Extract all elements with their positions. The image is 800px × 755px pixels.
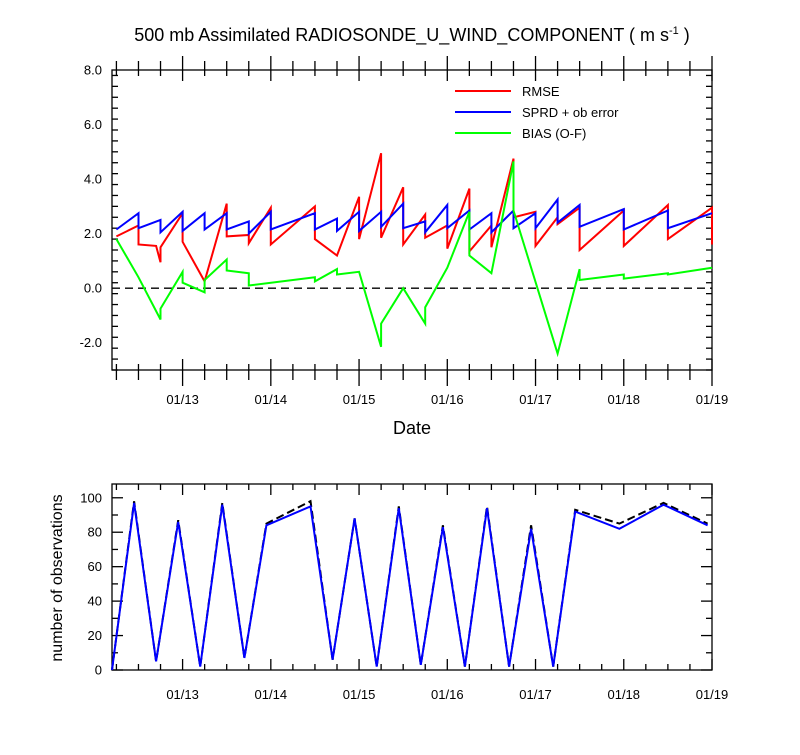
x-tick-label: 01/14 <box>255 392 288 407</box>
x-tick-label: 01/19 <box>696 687 729 702</box>
bottom-plot-area: 01/13 01/14 01/15 01/16 01/17 01/18 01/19 0 20 40… <box>80 483 729 702</box>
x-tick-label: 01/16 <box>431 687 464 702</box>
x-tick-label: 01/13 <box>166 687 199 702</box>
series-line-rmse <box>115 152 713 285</box>
y-tick-label: 100 <box>80 490 102 505</box>
top-plot-area: 01/13 01/14 01/15 01/16 01/17 01/18 01/19 -2.0 0… <box>80 56 729 407</box>
x-tick-label: 01/18 <box>607 392 640 407</box>
series-line-bias-o-f <box>115 161 713 358</box>
y-tick-label: 6.0 <box>84 117 102 132</box>
x-tick-label: 01/18 <box>607 687 640 702</box>
series-line-assimilated-observations <box>111 502 709 671</box>
x-tick-label: 01/13 <box>166 392 199 407</box>
y-tick-label: 0 <box>95 663 102 678</box>
plot-frame-1 <box>111 483 713 671</box>
legend-label-bias-o-f: BIAS (O-F) <box>522 126 586 141</box>
y-tick-label: 8.0 <box>84 63 102 78</box>
y-tick-label: 0.0 <box>84 281 102 296</box>
y-axis-title-observations: number of observations <box>49 494 66 661</box>
y-tick-label: -2.0 <box>80 335 102 350</box>
y-tick-label: 80 <box>88 525 102 540</box>
x-tick-label: 01/16 <box>431 392 464 407</box>
y-tick-label: 60 <box>88 559 102 574</box>
x-tick-label: 01/15 <box>343 392 376 407</box>
x-axis-title: Date <box>393 418 431 438</box>
y-tick-label: 2.0 <box>84 226 102 241</box>
plot-frame-0 <box>111 69 713 371</box>
y-tick-label: 20 <box>88 628 102 643</box>
legend-label-sprd-ob-error: SPRD + ob error <box>522 105 619 120</box>
y-tick-label: 40 <box>88 594 102 609</box>
x-tick-label: 01/15 <box>343 687 376 702</box>
x-tick-label: 01/14 <box>255 687 288 702</box>
legend-label-rmse: RMSE <box>522 84 560 99</box>
y-tick-label: 4.0 <box>84 172 102 187</box>
x-tick-label: 01/19 <box>696 392 729 407</box>
x-tick-label: 01/17 <box>519 687 552 702</box>
series-line-sprd-ob-error <box>115 196 713 236</box>
x-tick-label: 01/17 <box>519 392 552 407</box>
chart-title: 500 mb Assimilated RADIOSONDE_U_WIND_COM… <box>134 25 690 46</box>
